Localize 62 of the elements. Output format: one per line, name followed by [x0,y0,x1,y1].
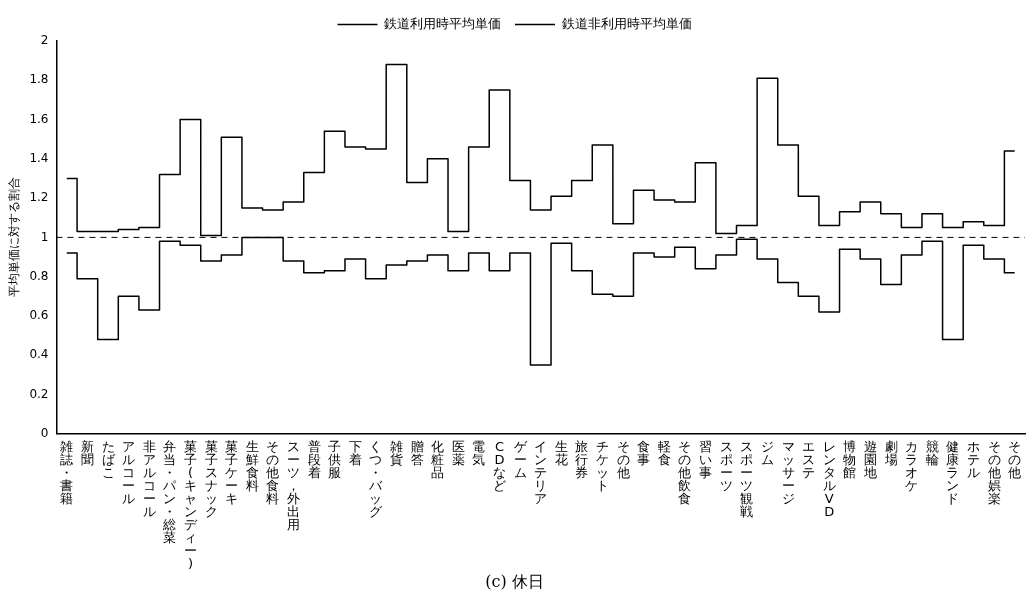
x-tick-label: その他 [1008,438,1022,480]
y-tick-label: 1.8 [29,72,49,87]
y-tick-label: 0.4 [29,347,49,362]
y-axis-title: 平均単価に対する割合 [7,177,22,298]
x-tick-label: 電気 [472,438,486,467]
x-tick-label: ジム [760,438,774,467]
x-tick-label: CDなど [493,438,507,493]
legend-label: 鉄道非利用時平均単価 [561,15,692,31]
x-tick-label: チケット [596,438,610,493]
y-tick-label: 0.2 [29,386,49,401]
y-tick-label: 1.2 [29,190,49,205]
x-tick-label: 遊園地 [862,438,877,480]
x-tick-label: インテリア [534,438,548,506]
x-tick-label: 下着 [348,438,362,467]
y-tick-label: 1 [40,229,49,244]
x-tick-label: 劇場 [883,438,898,467]
x-tick-label: 菓子ケーキ [225,438,239,506]
x-tick-label: 軽食 [657,438,671,467]
x-tick-label: 競輪 [925,438,939,467]
x-tick-label: スーツ，外出用 [286,438,300,532]
legend-label: 鉄道利用時平均単価 [384,15,501,31]
x-tick-label: エステ [802,438,816,480]
x-tick-label: 旅行券 [575,438,589,480]
x-tick-label: マッサージ [781,438,795,506]
x-tick-label: その他飲食 [678,438,692,506]
x-tick-label: 化粧品 [431,438,445,480]
x-tick-label: 医薬 [451,438,465,467]
y-tick-label: 1.6 [29,111,49,126]
x-tick-label: ホテル [966,438,980,480]
x-tick-label: 生花 [554,438,568,467]
x-tick-label: 生鮮食料 [245,438,259,493]
x-tick-label: 普段着 [307,438,321,480]
x-tick-label: スポーツ [719,438,733,493]
x-tick-label: その他 [616,438,630,480]
x-tick-label: 食事 [637,438,651,467]
x-tick-label: アルコール [122,438,136,506]
x-tick-label: レンタルVD [822,438,836,519]
y-tick-label: 0.6 [29,308,49,323]
x-tick-label: くつ・バッグ [368,438,384,519]
x-tick-label: その他食料 [266,438,280,506]
y-tick-label: 1.4 [29,150,49,165]
x-tick-label: たばこ [101,438,116,480]
x-tick-label: 習い事 [699,438,713,480]
x-tick-label: 菓子スナック [204,438,218,519]
text: (c) 休日 [485,571,544,591]
x-tick-label: 健康ランド [946,438,960,506]
x-tick-label: ゲーム [513,438,528,480]
x-tick-label: 新聞 [80,438,94,467]
x-tick-label: その他娯楽 [987,438,1001,506]
x-tick-label: 博物館 [843,438,857,480]
y-tick-label: 0.8 [29,268,49,283]
y-tick-label: 0 [40,425,49,440]
y-tick-label: 2 [40,33,49,48]
x-tick-label: 雑貨 [389,438,403,467]
x-tick-label: 雑誌・書籍 [60,438,74,506]
x-tick-label: 弁当・パン・総菜 [162,438,178,545]
category-label: 菓子(キャンディー) [183,438,197,571]
x-tick-label: スポーツ観戦 [740,438,754,519]
x-tick-label: 子供服 [328,438,342,480]
x-tick-label: 贈答 [410,438,424,467]
x-tick-label: カラオケ [905,438,919,493]
x-tick-label: 非アルコール [142,438,156,519]
